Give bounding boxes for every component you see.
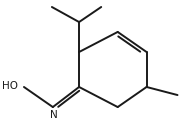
Text: N: N xyxy=(50,110,58,120)
Text: HO: HO xyxy=(2,81,18,91)
